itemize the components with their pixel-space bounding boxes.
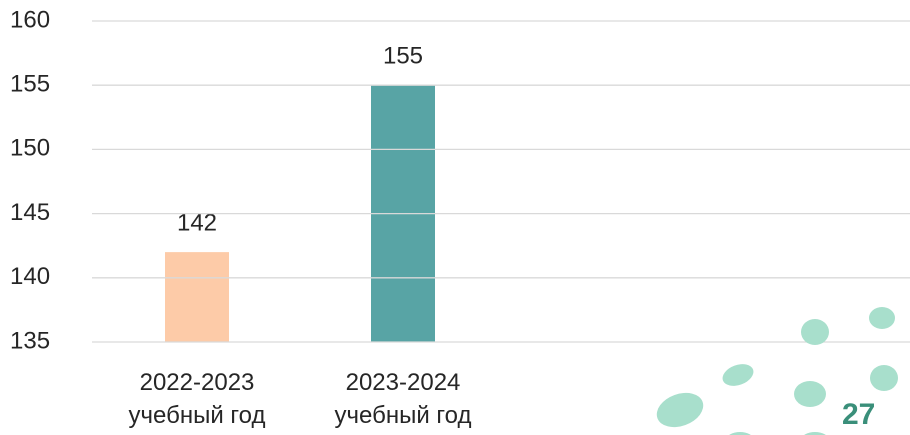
y-tick-label: 160 — [10, 6, 50, 33]
slide: 155142160155150145140135 27 2022-2023 уч… — [0, 0, 910, 435]
y-tick-label: 155 — [10, 71, 50, 98]
x-tick-label: 2023-2024 учебный год — [303, 366, 503, 432]
page-number: 27 — [842, 398, 875, 432]
y-tick-label: 150 — [10, 135, 50, 162]
y-tick-label: 140 — [10, 263, 50, 290]
y-tick-label: 145 — [10, 199, 50, 226]
y-tick-label: 135 — [10, 327, 50, 354]
x-tick-label: 2022-2023 учебный год — [97, 366, 297, 432]
bar — [165, 252, 229, 342]
data-label: 155 — [383, 43, 423, 70]
